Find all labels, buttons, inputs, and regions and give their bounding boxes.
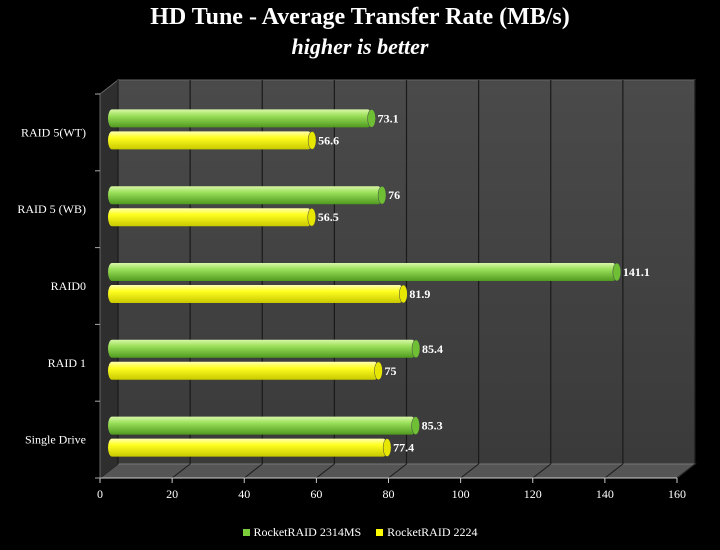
data-label: 77.4 bbox=[393, 441, 414, 455]
bar-cap-green bbox=[411, 339, 421, 359]
bar-cap-green bbox=[367, 109, 376, 128]
chart-subtitle: higher is better bbox=[291, 34, 429, 59]
category-label: RAID0 bbox=[51, 279, 86, 293]
bar-yellow bbox=[108, 285, 404, 303]
x-tick-label: 160 bbox=[668, 487, 686, 501]
bar-green bbox=[108, 186, 383, 205]
x-tick-label: 80 bbox=[383, 487, 395, 501]
category-label: RAID 5 (WB) bbox=[17, 202, 86, 216]
bar-cap-yellow bbox=[307, 131, 317, 150]
bar-cap-yellow bbox=[307, 207, 317, 227]
category-label: Single Drive bbox=[25, 433, 86, 447]
x-tick-label: 140 bbox=[596, 487, 614, 501]
data-label: 56.6 bbox=[318, 133, 339, 147]
legend-swatch-green bbox=[242, 529, 250, 536]
bar-cap-yellow bbox=[374, 361, 383, 381]
bar-cap-yellow bbox=[382, 438, 392, 457]
data-label: 141.1 bbox=[623, 265, 650, 279]
chart-title: HD Tune - Average Transfer Rate (MB/s) bbox=[150, 4, 570, 30]
bar-green bbox=[108, 416, 416, 435]
data-label: 81.9 bbox=[409, 287, 430, 301]
gridline-floor bbox=[316, 463, 335, 479]
bar-yellow bbox=[108, 361, 379, 380]
bar-cap-green bbox=[411, 416, 420, 435]
data-label: 85.4 bbox=[422, 342, 443, 356]
category-label: RAID 1 bbox=[48, 356, 86, 370]
bar-green bbox=[108, 263, 617, 281]
data-label: 56.5 bbox=[318, 210, 339, 224]
legend: RocketRAID 2314MS RocketRAID 2224 bbox=[0, 525, 720, 540]
data-label: 85.3 bbox=[422, 419, 443, 433]
x-tick-label: 60 bbox=[310, 487, 322, 501]
legend-swatch-yellow bbox=[376, 529, 384, 536]
gridline-floor bbox=[99, 463, 119, 479]
bar-cap-green bbox=[612, 262, 622, 282]
bar-green bbox=[108, 109, 372, 128]
bar-cap-green bbox=[377, 185, 387, 205]
data-label: 76 bbox=[388, 188, 400, 202]
x-tick-label: 20 bbox=[166, 487, 178, 501]
bar-cap-yellow bbox=[399, 284, 408, 304]
category-label: RAID 5(WT) bbox=[21, 125, 86, 139]
bar-green bbox=[108, 339, 416, 358]
x-tick-label: 100 bbox=[452, 487, 470, 501]
gridline-floor bbox=[171, 463, 191, 479]
x-tick-label: 40 bbox=[238, 487, 250, 501]
bar-yellow bbox=[108, 131, 313, 150]
gridline-floor bbox=[604, 463, 624, 479]
x-tick-label: 0 bbox=[97, 487, 103, 501]
legend-item-series-1: RocketRAID 2314MS bbox=[242, 525, 362, 540]
legend-label-series-2: RocketRAID 2224 bbox=[387, 525, 478, 539]
legend-item-series-2: RocketRAID 2224 bbox=[376, 525, 478, 540]
gridline-floor bbox=[388, 463, 407, 479]
x-tick-label: 120 bbox=[524, 487, 542, 501]
gridline-floor bbox=[676, 463, 696, 479]
bar-yellow bbox=[108, 208, 312, 227]
gridline-floor bbox=[532, 463, 552, 479]
legend-label-series-1: RocketRAID 2314MS bbox=[253, 525, 362, 539]
data-label: 73.1 bbox=[378, 111, 399, 125]
data-label: 75 bbox=[384, 364, 396, 378]
gridline-floor bbox=[243, 463, 263, 479]
bar-yellow bbox=[108, 438, 388, 457]
gridline-floor bbox=[460, 463, 479, 479]
